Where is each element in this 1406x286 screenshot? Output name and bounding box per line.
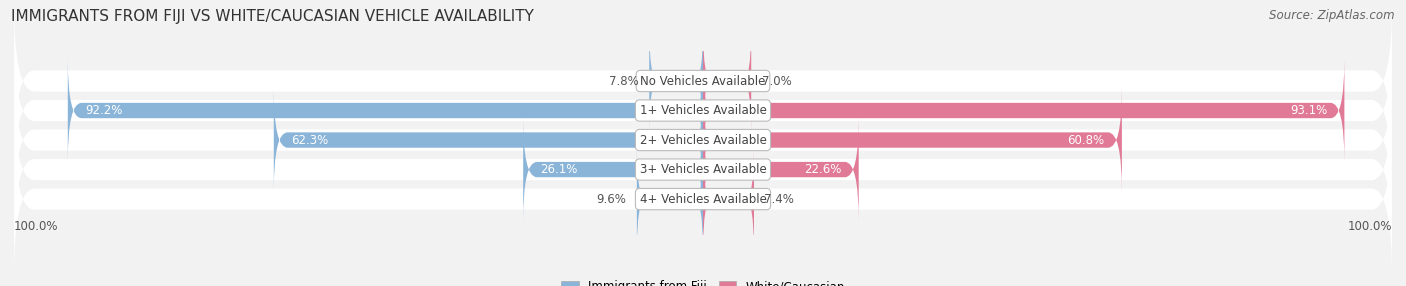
Text: 22.6%: 22.6%: [804, 163, 841, 176]
Text: 3+ Vehicles Available: 3+ Vehicles Available: [640, 163, 766, 176]
FancyBboxPatch shape: [14, 121, 1392, 277]
FancyBboxPatch shape: [703, 89, 1122, 191]
Text: 2+ Vehicles Available: 2+ Vehicles Available: [640, 134, 766, 146]
Legend: Immigrants from Fiji, White/Caucasian: Immigrants from Fiji, White/Caucasian: [557, 276, 849, 286]
FancyBboxPatch shape: [14, 92, 1392, 247]
Text: 9.6%: 9.6%: [596, 192, 627, 206]
Text: 62.3%: 62.3%: [291, 134, 328, 146]
FancyBboxPatch shape: [650, 30, 703, 132]
Text: 4+ Vehicles Available: 4+ Vehicles Available: [640, 192, 766, 206]
Text: IMMIGRANTS FROM FIJI VS WHITE/CAUCASIAN VEHICLE AVAILABILITY: IMMIGRANTS FROM FIJI VS WHITE/CAUCASIAN …: [11, 9, 534, 23]
FancyBboxPatch shape: [703, 148, 754, 251]
Text: 100.0%: 100.0%: [14, 220, 59, 233]
Text: 7.4%: 7.4%: [765, 192, 794, 206]
Text: No Vehicles Available: No Vehicles Available: [640, 74, 766, 88]
Text: 1+ Vehicles Available: 1+ Vehicles Available: [640, 104, 766, 117]
FancyBboxPatch shape: [67, 59, 703, 162]
Text: 92.2%: 92.2%: [84, 104, 122, 117]
Text: 7.0%: 7.0%: [762, 74, 792, 88]
FancyBboxPatch shape: [274, 89, 703, 191]
Text: 7.8%: 7.8%: [609, 74, 638, 88]
FancyBboxPatch shape: [637, 148, 703, 251]
FancyBboxPatch shape: [14, 62, 1392, 218]
FancyBboxPatch shape: [523, 118, 703, 221]
FancyBboxPatch shape: [703, 118, 859, 221]
FancyBboxPatch shape: [14, 33, 1392, 188]
FancyBboxPatch shape: [703, 59, 1344, 162]
FancyBboxPatch shape: [703, 30, 751, 132]
FancyBboxPatch shape: [14, 3, 1392, 159]
Text: 93.1%: 93.1%: [1289, 104, 1327, 117]
Text: 60.8%: 60.8%: [1067, 134, 1105, 146]
Text: Source: ZipAtlas.com: Source: ZipAtlas.com: [1270, 9, 1395, 21]
Text: 100.0%: 100.0%: [1347, 220, 1392, 233]
Text: 26.1%: 26.1%: [540, 163, 578, 176]
